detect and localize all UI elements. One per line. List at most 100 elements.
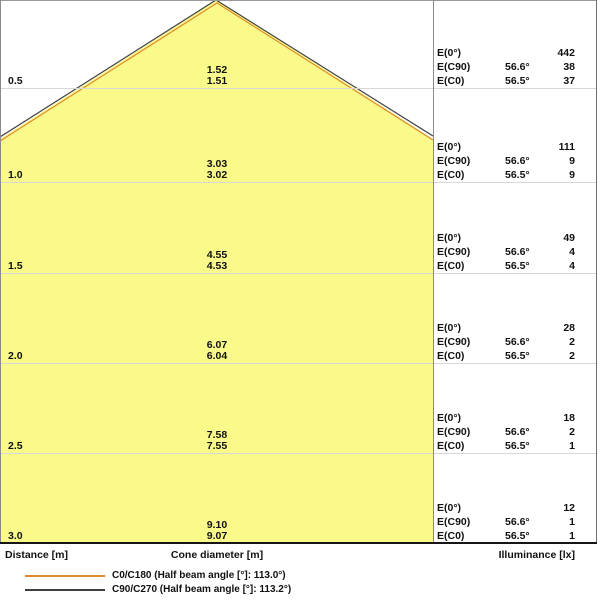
diameter-c90: 7.58 — [206, 429, 228, 441]
ec90-value: 2 — [569, 426, 575, 438]
e0-value: 18 — [563, 412, 575, 424]
cone-diameter-values: 7.58 7.55 — [207, 430, 227, 452]
cone-diameter-values: 9.10 9.07 — [207, 520, 227, 542]
ec0-value: 37 — [563, 75, 575, 87]
ec0-angle: 56.5° — [505, 440, 530, 452]
illuminance-ec90-row: E(C90) 56.6° 2 — [437, 336, 575, 350]
illuminance-ec90-row: E(C90) 56.6° 2 — [437, 426, 575, 440]
distance-tick: 0.5 — [8, 75, 23, 87]
e0-label: E(0°) — [437, 502, 462, 514]
diameter-c0: 6.04 — [206, 350, 228, 362]
illuminance-ec90-row: E(C90) 56.6° 38 — [437, 61, 575, 75]
ec90-value: 9 — [569, 155, 575, 167]
cone-diameter-axis-label: Cone diameter [m] — [170, 549, 264, 561]
gridline-1.5m — [0, 273, 597, 274]
ec90-label: E(C90) — [437, 426, 471, 438]
illuminance-block: E(0°) 28 E(C90) 56.6° 2 E(C0) 56.5° 2 — [437, 322, 575, 364]
e0-label: E(0°) — [437, 47, 462, 59]
ec90-label: E(C90) — [437, 155, 471, 167]
cone-fill-area — [0, 0, 433, 543]
ec90-label: E(C90) — [437, 336, 471, 348]
diameter-c90: 1.52 — [206, 64, 228, 76]
ec0-angle: 56.5° — [505, 75, 530, 87]
distance-tick: 2.0 — [8, 350, 23, 362]
diagram-border-top — [0, 0, 597, 1]
distance-tick: 1.5 — [8, 260, 23, 272]
legend-line-c0-c180-swatch — [25, 575, 105, 577]
illuminance-axis-label: Illuminance [lx] — [498, 549, 575, 561]
e0-value: 12 — [563, 502, 575, 514]
e0-label: E(0°) — [437, 322, 462, 334]
e0-value: 442 — [557, 47, 575, 59]
gridline-2.0m — [0, 363, 597, 364]
illuminance-ec0-row: E(C0) 56.5° 9 — [437, 169, 575, 183]
illuminance-block: E(0°) 18 E(C90) 56.6° 2 E(C0) 56.5° 1 — [437, 412, 575, 454]
ec90-angle: 56.6° — [505, 336, 530, 348]
legend-label: C90/C270 (Half beam angle [°]: 113.2°) — [112, 584, 292, 595]
diameter-c0: 7.55 — [206, 440, 228, 452]
ec90-angle: 56.6° — [505, 155, 530, 167]
illuminance-block: E(0°) 442 E(C90) 56.6° 38 E(C0) 56.5° 37 — [437, 47, 575, 89]
diameter-c90: 6.07 — [206, 339, 228, 351]
cone-diameter-values: 4.55 4.53 — [207, 250, 227, 272]
ec0-label: E(C0) — [437, 350, 465, 362]
illuminance-e0-row: E(0°) 18 — [437, 412, 575, 426]
ec0-value: 2 — [569, 350, 575, 362]
legend-label: C0/C180 (Half beam angle [°]: 113.0°) — [112, 570, 286, 581]
ec90-angle: 56.6° — [505, 426, 530, 438]
cone-diameter-values: 6.07 6.04 — [207, 340, 227, 362]
illuminance-block: E(0°) 12 E(C90) 56.6° 1 E(C0) 56.5° 1 — [437, 502, 575, 544]
ec0-label: E(C0) — [437, 169, 465, 181]
illuminance-ec90-row: E(C90) 56.6° 9 — [437, 155, 575, 169]
ec0-label: E(C0) — [437, 260, 465, 272]
ec90-value: 4 — [569, 246, 575, 258]
diameter-c0: 4.53 — [206, 260, 228, 272]
ec0-label: E(C0) — [437, 440, 465, 452]
diameter-c0: 9.07 — [206, 530, 228, 542]
ec90-value: 1 — [569, 516, 575, 528]
e0-label: E(0°) — [437, 141, 462, 153]
ec90-label: E(C90) — [437, 516, 471, 528]
illuminance-ec0-row: E(C0) 56.5° 4 — [437, 260, 575, 274]
illuminance-e0-row: E(0°) 442 — [437, 47, 575, 61]
distance-axis-label: Distance [m] — [5, 549, 69, 561]
ec0-angle: 56.5° — [505, 260, 530, 272]
ec0-angle: 56.5° — [505, 350, 530, 362]
diagram-baseline-3.0m — [0, 542, 597, 544]
distance-tick: 2.5 — [8, 440, 23, 452]
diameter-c90: 9.10 — [206, 519, 228, 531]
ec0-value: 1 — [569, 530, 575, 542]
illuminance-column-divider — [433, 0, 434, 543]
cone-edge-c0-c180-line — [0, 2, 434, 142]
illuminance-ec0-row: E(C0) 56.5° 1 — [437, 440, 575, 454]
illuminance-ec0-row: E(C0) 56.5° 2 — [437, 350, 575, 364]
light-cone-shape — [0, 0, 434, 543]
ec0-label: E(C0) — [437, 75, 465, 87]
diagram-border-right — [596, 0, 597, 543]
distance-tick: 1.0 — [8, 169, 23, 181]
e0-label: E(0°) — [437, 232, 462, 244]
illuminance-e0-row: E(0°) 28 — [437, 322, 575, 336]
diameter-c90: 4.55 — [206, 249, 228, 261]
illuminance-ec90-row: E(C90) 56.6° 1 — [437, 516, 575, 530]
illuminance-e0-row: E(0°) 12 — [437, 502, 575, 516]
ec0-value: 1 — [569, 440, 575, 452]
e0-label: E(0°) — [437, 412, 462, 424]
illuminance-ec0-row: E(C0) 56.5° 37 — [437, 75, 575, 89]
legend-line-c90-c270-swatch — [25, 589, 105, 591]
diameter-c90: 3.03 — [206, 158, 228, 170]
ec90-angle: 56.6° — [505, 61, 530, 73]
ec0-angle: 56.5° — [505, 530, 530, 542]
cone-diameter-values: 1.52 1.51 — [207, 65, 227, 87]
ec90-angle: 56.6° — [505, 516, 530, 528]
e0-value: 28 — [563, 322, 575, 334]
e0-value: 111 — [558, 141, 575, 153]
distance-tick: 3.0 — [8, 530, 23, 542]
illuminance-e0-row: E(0°) 49 — [437, 232, 575, 246]
illuminance-ec90-row: E(C90) 56.6° 4 — [437, 246, 575, 260]
illuminance-e0-row: E(0°) 111 — [437, 141, 575, 155]
cone-edge-c90-c270-line — [0, 0, 434, 138]
cone-diameter-values: 3.03 3.02 — [207, 159, 227, 181]
ec0-label: E(C0) — [437, 530, 465, 542]
